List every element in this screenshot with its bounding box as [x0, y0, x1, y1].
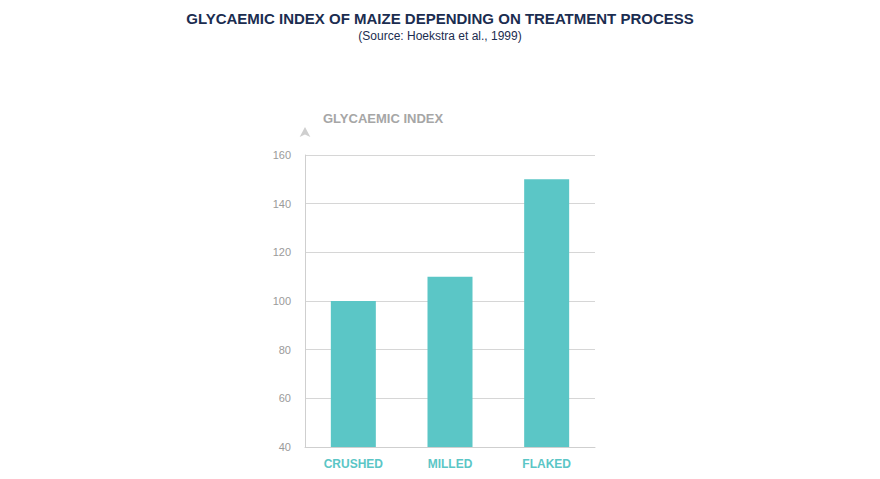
svg-text:160: 160	[273, 149, 291, 161]
svg-text:GLYCAEMIC INDEX OF MAIZE DEPEN: GLYCAEMIC INDEX OF MAIZE DEPENDING ON TR…	[186, 10, 694, 27]
svg-text:FLAKED: FLAKED	[522, 457, 571, 471]
svg-text:140: 140	[273, 198, 291, 210]
svg-text:CRUSHED: CRUSHED	[324, 457, 384, 471]
svg-text:100: 100	[273, 295, 291, 307]
svg-text:(Source: Hoekstra et al., 1999: (Source: Hoekstra et al., 1999)	[358, 29, 521, 43]
svg-text:60: 60	[279, 392, 291, 404]
svg-text:80: 80	[279, 344, 291, 356]
svg-text:MILLED: MILLED	[428, 457, 473, 471]
svg-text:120: 120	[273, 246, 291, 258]
svg-text:40: 40	[279, 441, 291, 453]
svg-text:GLYCAEMIC INDEX: GLYCAEMIC INDEX	[323, 111, 443, 126]
